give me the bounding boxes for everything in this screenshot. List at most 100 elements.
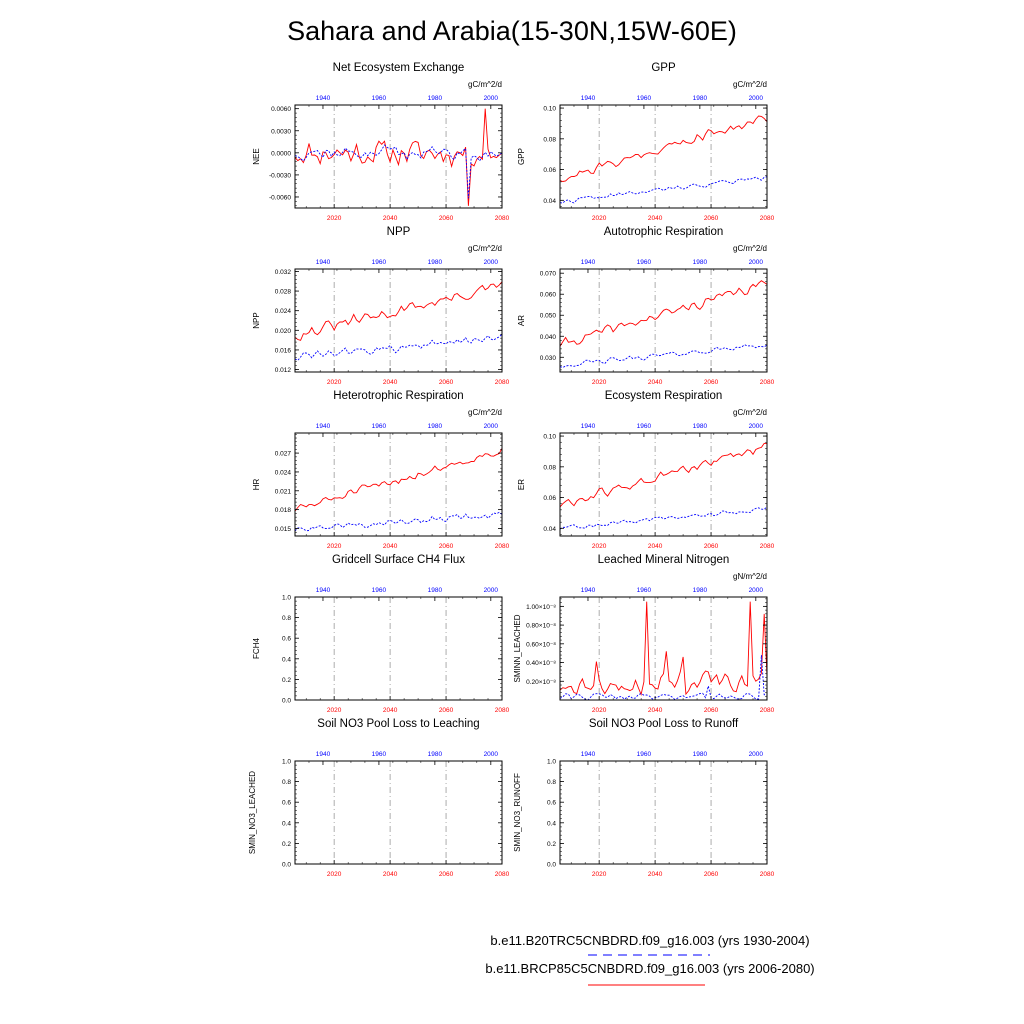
y-tick-label: 0.40×10⁻⁸ <box>526 660 556 667</box>
x-tick-label-bottom: 2040 <box>648 707 663 714</box>
plot-frame <box>294 760 503 865</box>
panel-2: GPP gC/m^2/d GPP 0.04 0.06 0.08 0.10 2020 2040 20… <box>517 62 775 222</box>
y-tick-label: 0.08 <box>543 464 556 471</box>
series-line-blue <box>294 333 503 361</box>
units-label: gC/m^2/d <box>468 408 502 417</box>
plot-frame <box>559 432 768 537</box>
x-tick-label-bottom: 2080 <box>760 543 775 550</box>
x-tick-label-bottom: 2080 <box>760 379 775 386</box>
panel-title: Soil NO3 Pool Loss to Runoff <box>589 718 739 730</box>
y-axis-label: HR <box>252 479 261 491</box>
x-tick-label-top: 1980 <box>693 587 708 594</box>
y-tick-label: 0.0 <box>282 862 291 869</box>
y-axis-label: ER <box>517 479 526 490</box>
x-tick-label-top: 2000 <box>484 587 499 594</box>
plot-frame <box>294 596 503 701</box>
x-tick-label-bottom: 2080 <box>760 215 775 222</box>
plot-frame <box>559 596 768 701</box>
series-line-red <box>559 115 768 182</box>
y-tick-label: 0.016 <box>275 347 292 354</box>
panel-title: Soil NO3 Pool Loss to Leaching <box>317 718 479 730</box>
y-axis-label: GPP <box>517 148 526 165</box>
x-tick-label-top: 1980 <box>693 423 708 430</box>
x-tick-label-bottom: 2040 <box>383 871 398 878</box>
plot-frame <box>294 268 503 373</box>
y-tick-label: 0.2 <box>282 841 291 848</box>
y-tick-label: 0.021 <box>275 488 292 495</box>
x-tick-label-top: 1960 <box>637 751 652 758</box>
x-tick-label-top: 1960 <box>372 423 387 430</box>
y-tick-label: 0.8 <box>547 779 556 786</box>
x-tick-label-top: 1940 <box>316 95 331 102</box>
y-tick-label: 1.0 <box>547 759 556 766</box>
legend: b.e11.B20TRC5CNBDRD.f09_g16.003 (yrs 193… <box>485 933 815 986</box>
units-label: gC/m^2/d <box>733 408 767 417</box>
x-tick-label-bottom: 2080 <box>760 707 775 714</box>
y-tick-label: 0.030 <box>540 355 557 362</box>
x-tick-label-top: 1940 <box>316 259 331 266</box>
x-tick-label-top: 1940 <box>316 751 331 758</box>
x-tick-label-bottom: 2040 <box>648 543 663 550</box>
panel-title: Gridcell Surface CH4 Flux <box>332 554 465 566</box>
x-tick-label-bottom: 2080 <box>495 871 510 878</box>
panel-title: Net Ecosystem Exchange <box>333 62 465 74</box>
y-axis-label: NPP <box>252 312 261 328</box>
series-line-blue <box>559 344 768 368</box>
x-tick-label-top: 1980 <box>428 587 443 594</box>
units-label: gC/m^2/d <box>468 244 502 253</box>
y-axis-label: AR <box>517 315 526 326</box>
series-line-red <box>559 442 768 508</box>
x-tick-label-top: 1940 <box>581 587 596 594</box>
x-tick-label-top: 1940 <box>581 751 596 758</box>
y-axis-label: FCH4 <box>252 638 261 659</box>
panel-10: Soil NO3 Pool Loss to Runoff SMIN_NO3_RUN… <box>513 718 775 878</box>
x-tick-label-top: 1960 <box>637 587 652 594</box>
series-line-blue <box>559 506 768 530</box>
x-tick-label-top: 1980 <box>693 751 708 758</box>
units-label: gC/m^2/d <box>468 80 502 89</box>
x-tick-label-bottom: 2020 <box>327 543 342 550</box>
x-tick-label-bottom: 2040 <box>383 215 398 222</box>
y-tick-label: 0.06 <box>543 167 556 174</box>
x-tick-label-bottom: 2060 <box>704 871 719 878</box>
y-tick-label: 0.4 <box>547 820 556 827</box>
y-tick-label: 0.80×10⁻⁸ <box>526 623 556 630</box>
series-line-blue <box>294 144 503 199</box>
units-label: gC/m^2/d <box>733 80 767 89</box>
plot-frame <box>294 432 503 537</box>
panel-7: Gridcell Surface CH4 Flux FCH4 0.0 0.2 0.4 0.… <box>252 554 510 714</box>
y-tick-label: 0.6 <box>282 800 291 807</box>
y-tick-label: 0.0060 <box>271 106 291 113</box>
x-tick-label-bottom: 2060 <box>439 871 454 878</box>
y-tick-label: 0.060 <box>540 292 557 299</box>
x-tick-label-bottom: 2060 <box>439 215 454 222</box>
y-tick-label: 0.028 <box>275 289 292 296</box>
legend-label-historical: b.e11.B20TRC5CNBDRD.f09_g16.003 (yrs 193… <box>490 933 809 948</box>
panel-5: Heterotrophic Respiration gC/m^2/d HR 0.015… <box>252 390 510 550</box>
series-line-blue <box>559 655 768 701</box>
x-tick-label-top: 1960 <box>372 751 387 758</box>
panel-3: NPP gC/m^2/d NPP 0.012 0.016 0.020 0.024 0.028 0… <box>252 226 510 386</box>
panel-title: Leached Mineral Nitrogen <box>598 554 730 566</box>
x-tick-label-bottom: 2040 <box>383 379 398 386</box>
x-tick-label-bottom: 2040 <box>648 379 663 386</box>
panel-6: Ecosystem Respiration gC/m^2/d ER 0.04 0.06 0… <box>517 390 775 550</box>
x-tick-label-bottom: 2040 <box>383 707 398 714</box>
x-tick-label-bottom: 2020 <box>592 871 607 878</box>
x-tick-label-top: 1940 <box>316 587 331 594</box>
x-tick-label-top: 1940 <box>581 423 596 430</box>
x-tick-label-bottom: 2080 <box>495 379 510 386</box>
y-tick-label: 0.024 <box>275 469 292 476</box>
y-tick-label: 0.040 <box>540 334 557 341</box>
x-tick-label-top: 1980 <box>428 423 443 430</box>
x-tick-label-bottom: 2060 <box>704 707 719 714</box>
x-tick-label-top: 1980 <box>693 259 708 266</box>
y-tick-label: 1.0 <box>282 759 291 766</box>
series-line-red <box>559 280 768 347</box>
x-tick-label-bottom: 2020 <box>592 543 607 550</box>
y-tick-label: 0.024 <box>275 308 292 315</box>
y-tick-label: 0.015 <box>275 526 292 533</box>
x-tick-label-top: 1980 <box>428 751 443 758</box>
series-line-red <box>294 281 503 341</box>
x-tick-label-bottom: 2020 <box>327 379 342 386</box>
